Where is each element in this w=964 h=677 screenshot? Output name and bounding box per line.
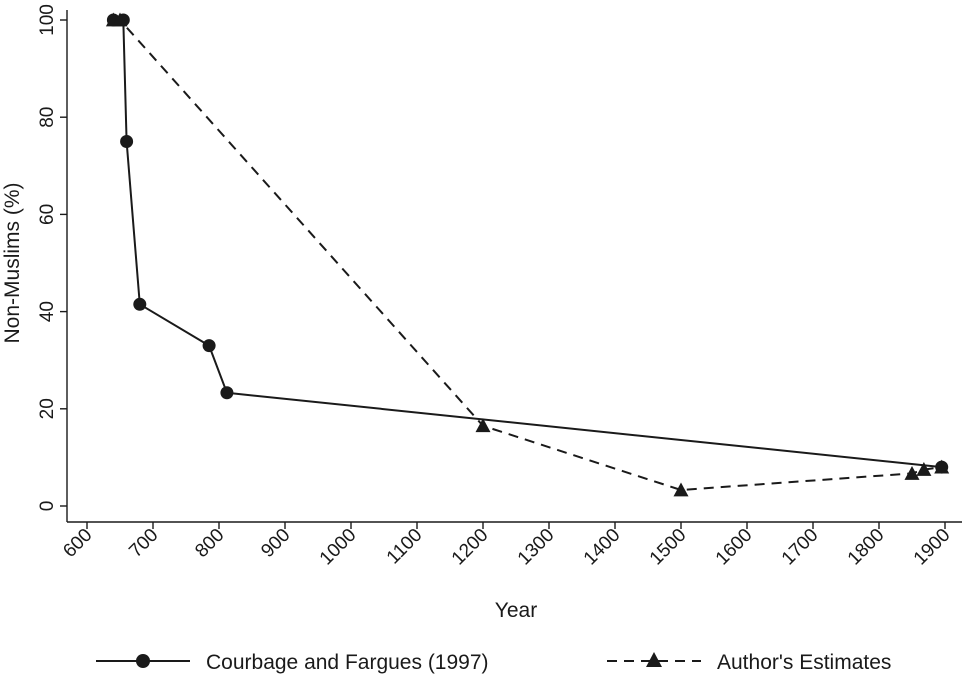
y-axis-title: Non-Muslims (%): [1, 182, 24, 343]
y-tick-label-3: 60: [37, 204, 58, 225]
legend-marker-author: [646, 652, 662, 667]
x-tick-label-0: 600: [59, 525, 96, 562]
series-1-point-5: [916, 462, 932, 476]
series-1-point-4: [904, 465, 920, 480]
series-1-point-6: [934, 459, 950, 474]
y-tick-label-1: 20: [37, 398, 58, 419]
x-tick-label-12: 1800: [844, 525, 889, 570]
series-1-point-3: [673, 482, 689, 497]
series-0-line: [113, 19, 942, 469]
y-tick-label-4: 80: [37, 107, 58, 128]
x-tick-label-13: 1900: [910, 525, 955, 570]
series-0-point-2: [120, 135, 134, 148]
x-tick-label-5: 1100: [383, 525, 427, 569]
x-ticks: 600 700 800 900 1000 1100 1200 1300 1400 1500 1600…: [59, 522, 955, 570]
y-tick-label-0: 0: [37, 501, 58, 512]
legend-marker-courbage: [136, 654, 150, 668]
series-1-line: [113, 19, 942, 491]
series-layer: [105, 12, 950, 497]
legend-label-author: Author's Estimates: [717, 651, 891, 674]
y-tick-label-5: 100: [37, 4, 58, 36]
x-tick-label-7: 1300: [514, 525, 559, 570]
x-tick-label-10: 1600: [712, 525, 757, 570]
x-tick-label-9: 1500: [646, 525, 691, 570]
series-0-point-4: [202, 339, 216, 353]
series-1-point-2: [475, 418, 491, 433]
axes: [66, 10, 962, 523]
series-0-point-5: [220, 386, 234, 400]
x-tick-label-8: 1400: [580, 525, 625, 570]
series-0-point-3: [133, 297, 147, 311]
x-tick-label-2: 800: [191, 525, 228, 562]
x-axis-title: Year: [495, 599, 537, 622]
x-tick-label-11: 1700: [778, 525, 823, 570]
x-tick-label-6: 1200: [448, 525, 493, 570]
x-tick-label-1: 700: [125, 525, 162, 562]
series-1-point-1: [112, 12, 128, 27]
x-tick-label-3: 900: [257, 525, 294, 562]
x-tick-label-4: 1000: [316, 525, 361, 570]
y-tick-label-2: 40: [37, 301, 58, 322]
legend-entry-courbage: Courbage and Fargues (1997): [96, 651, 489, 674]
y-ticks: 0 20 40 60 80 100: [37, 4, 67, 511]
legend: Courbage and Fargues (1997) Author's Est…: [96, 651, 891, 674]
legend-entry-author: Author's Estimates: [607, 651, 891, 674]
legend-label-courbage: Courbage and Fargues (1997): [206, 651, 489, 674]
